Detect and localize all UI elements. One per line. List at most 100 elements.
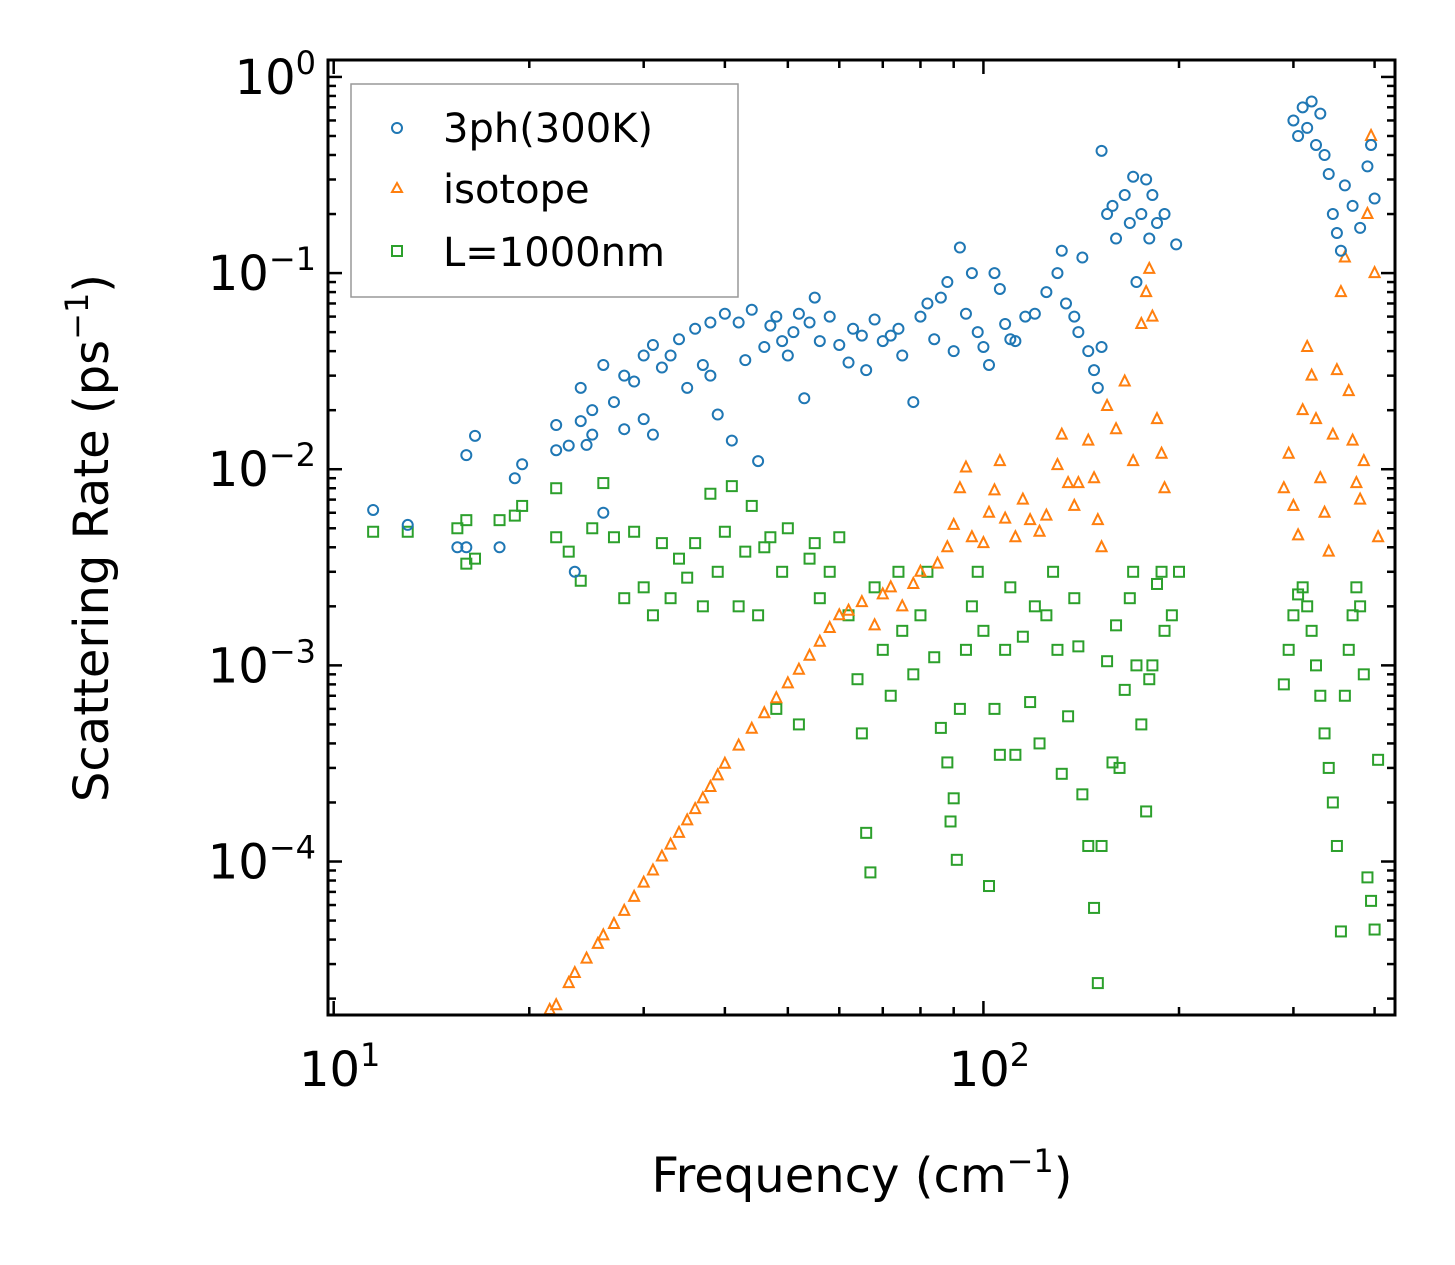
data-point-boundary xyxy=(664,592,677,605)
data-point-3ph xyxy=(1095,340,1108,353)
data-point-3ph xyxy=(1135,208,1148,221)
data-point-boundary xyxy=(1062,710,1075,723)
data-point-boundary xyxy=(752,609,765,622)
data-point-boundary xyxy=(1047,565,1060,578)
x-axis-title-text: Frequency (cm xyxy=(651,1148,1006,1204)
x-tick-label: 102 xyxy=(949,1036,1030,1098)
data-point-3ph xyxy=(1368,192,1381,205)
data-point-3ph xyxy=(1361,160,1374,173)
data-point-3ph xyxy=(1305,95,1318,108)
data-point-isotope xyxy=(832,607,846,621)
data-point-boundary xyxy=(1101,655,1114,668)
data-point-boundary xyxy=(944,815,957,828)
data-point-isotope xyxy=(1305,367,1319,381)
data-point-3ph xyxy=(574,415,587,428)
data-point-boundary xyxy=(1346,609,1359,622)
data-point-3ph xyxy=(781,349,794,362)
data-point-isotope xyxy=(1291,527,1305,541)
data-point-3ph xyxy=(988,267,1001,280)
data-point-3ph xyxy=(580,438,593,451)
y-axis-title-tail: ) xyxy=(64,274,120,293)
data-point-3ph xyxy=(1106,199,1119,212)
legend-box xyxy=(350,83,739,298)
data-point-isotope xyxy=(703,778,718,792)
data-point-isotope xyxy=(655,848,669,862)
data-point-boundary xyxy=(1028,600,1041,613)
data-point-boundary xyxy=(1123,592,1136,605)
data-point-isotope xyxy=(1126,452,1140,467)
data-point-boundary xyxy=(1082,839,1095,852)
x-tick-label-base: 10 xyxy=(949,1042,1010,1098)
data-point-3ph xyxy=(787,326,800,339)
data-point-3ph xyxy=(959,307,972,320)
data-point-isotope xyxy=(906,575,920,589)
data-point-3ph xyxy=(752,455,765,468)
y-tick-label-base: 10 xyxy=(208,442,269,498)
data-point-isotope xyxy=(1360,205,1375,220)
data-point-boundary xyxy=(1146,659,1159,672)
data-point-isotope xyxy=(1067,497,1081,511)
data-point-3ph xyxy=(664,349,677,362)
data-point-isotope xyxy=(947,516,961,530)
y-tick-label: 10−1 xyxy=(208,240,316,302)
data-point-3ph xyxy=(965,267,978,280)
data-point-3ph xyxy=(704,316,717,329)
data-point-3ph xyxy=(1051,267,1064,280)
y-tick-label-base: 10 xyxy=(208,835,269,891)
data-point-isotope xyxy=(855,593,869,608)
data-point-boundary xyxy=(876,643,889,656)
data-point-isotope xyxy=(1150,410,1164,425)
data-point-boundary xyxy=(1322,761,1335,774)
data-point-boundary xyxy=(1310,659,1323,672)
data-point-isotope xyxy=(591,935,605,949)
data-point-isotope xyxy=(568,964,582,979)
data-point-isotope xyxy=(1286,497,1301,511)
data-point-boundary xyxy=(1296,581,1309,594)
data-point-isotope xyxy=(1282,445,1296,459)
data-point-boundary xyxy=(896,624,909,637)
data-point-3ph xyxy=(574,381,587,394)
data-point-3ph xyxy=(1292,129,1305,142)
data-point-isotope xyxy=(1371,529,1385,543)
y-axis-title: Scattering Rate (ps−1) xyxy=(58,274,120,802)
data-point-isotope xyxy=(696,790,710,804)
data-point-boundary xyxy=(618,592,631,605)
legend-marker-isotope xyxy=(390,180,404,193)
data-point-3ph xyxy=(550,419,563,432)
data-point-isotope xyxy=(562,974,576,989)
data-point-boundary xyxy=(864,866,877,879)
data-point-3ph xyxy=(868,313,881,326)
data-point-boundary xyxy=(1282,643,1295,656)
data-point-isotope xyxy=(1139,283,1153,298)
data-point-3ph xyxy=(1338,179,1351,192)
data-point-boundary xyxy=(803,552,816,565)
data-point-3ph xyxy=(914,310,927,323)
data-point-boundary xyxy=(1151,577,1164,590)
data-point-isotope xyxy=(792,661,806,675)
data-point-boundary xyxy=(1173,565,1186,578)
data-point-isotope xyxy=(672,824,686,838)
data-point-3ph xyxy=(999,318,1012,331)
data-point-isotope xyxy=(976,534,991,549)
data-point-isotope xyxy=(813,633,827,647)
x-axis-title-sup: −1 xyxy=(1007,1142,1054,1180)
data-point-boundary xyxy=(646,609,659,622)
data-point-boundary xyxy=(1055,767,1068,780)
data-point-isotope xyxy=(757,705,771,719)
data-point-boundary xyxy=(1016,630,1029,643)
data-point-3ph xyxy=(732,316,745,329)
y-tick-label: 10−2 xyxy=(208,436,316,498)
data-point-isotope xyxy=(718,755,732,769)
data-point-isotope xyxy=(1345,432,1360,446)
axis-ticks xyxy=(328,60,1395,1015)
data-point-3ph xyxy=(646,428,659,441)
data-point-3ph xyxy=(813,335,826,348)
data-point-boundary xyxy=(586,522,599,535)
legend-marker-boundary xyxy=(391,245,403,257)
data-point-boundary xyxy=(781,522,794,535)
data-point-boundary xyxy=(689,537,702,550)
data-point-3ph xyxy=(977,340,990,353)
data-point-isotope xyxy=(627,888,641,902)
data-point-3ph xyxy=(516,458,529,471)
